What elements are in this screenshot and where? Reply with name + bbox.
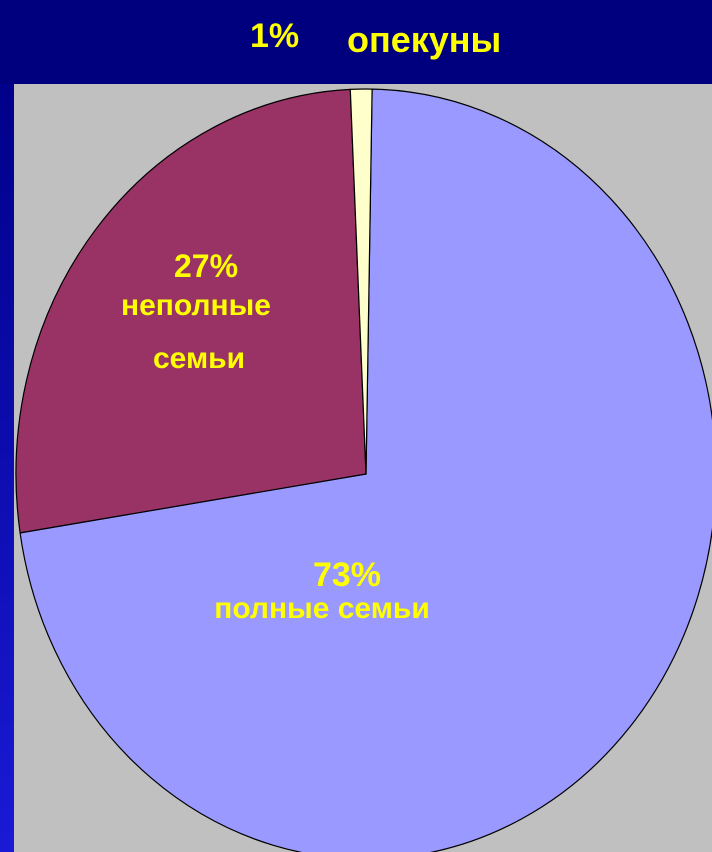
pie-slice-incomplete-families (15, 88, 367, 534)
slice-label-incomplete-line1: неполные (121, 289, 271, 322)
slice-label-incomplete-line2: семьи (153, 342, 245, 375)
slice-label-incomplete-percent: 27% (174, 248, 238, 284)
slice-label-guardians-name: опекуны (347, 19, 501, 60)
pie-slice-complete-families (19, 88, 712, 852)
header-band (0, 0, 712, 84)
slice-label-guardians-percent: 1% (250, 17, 299, 55)
pie-slice-guardians (349, 88, 373, 475)
slice-label-complete-percent: 73% (313, 556, 381, 594)
left-edge-strip (0, 84, 14, 852)
pie-slices (15, 88, 712, 852)
slice-label-complete-name: полные семьи (214, 592, 430, 625)
